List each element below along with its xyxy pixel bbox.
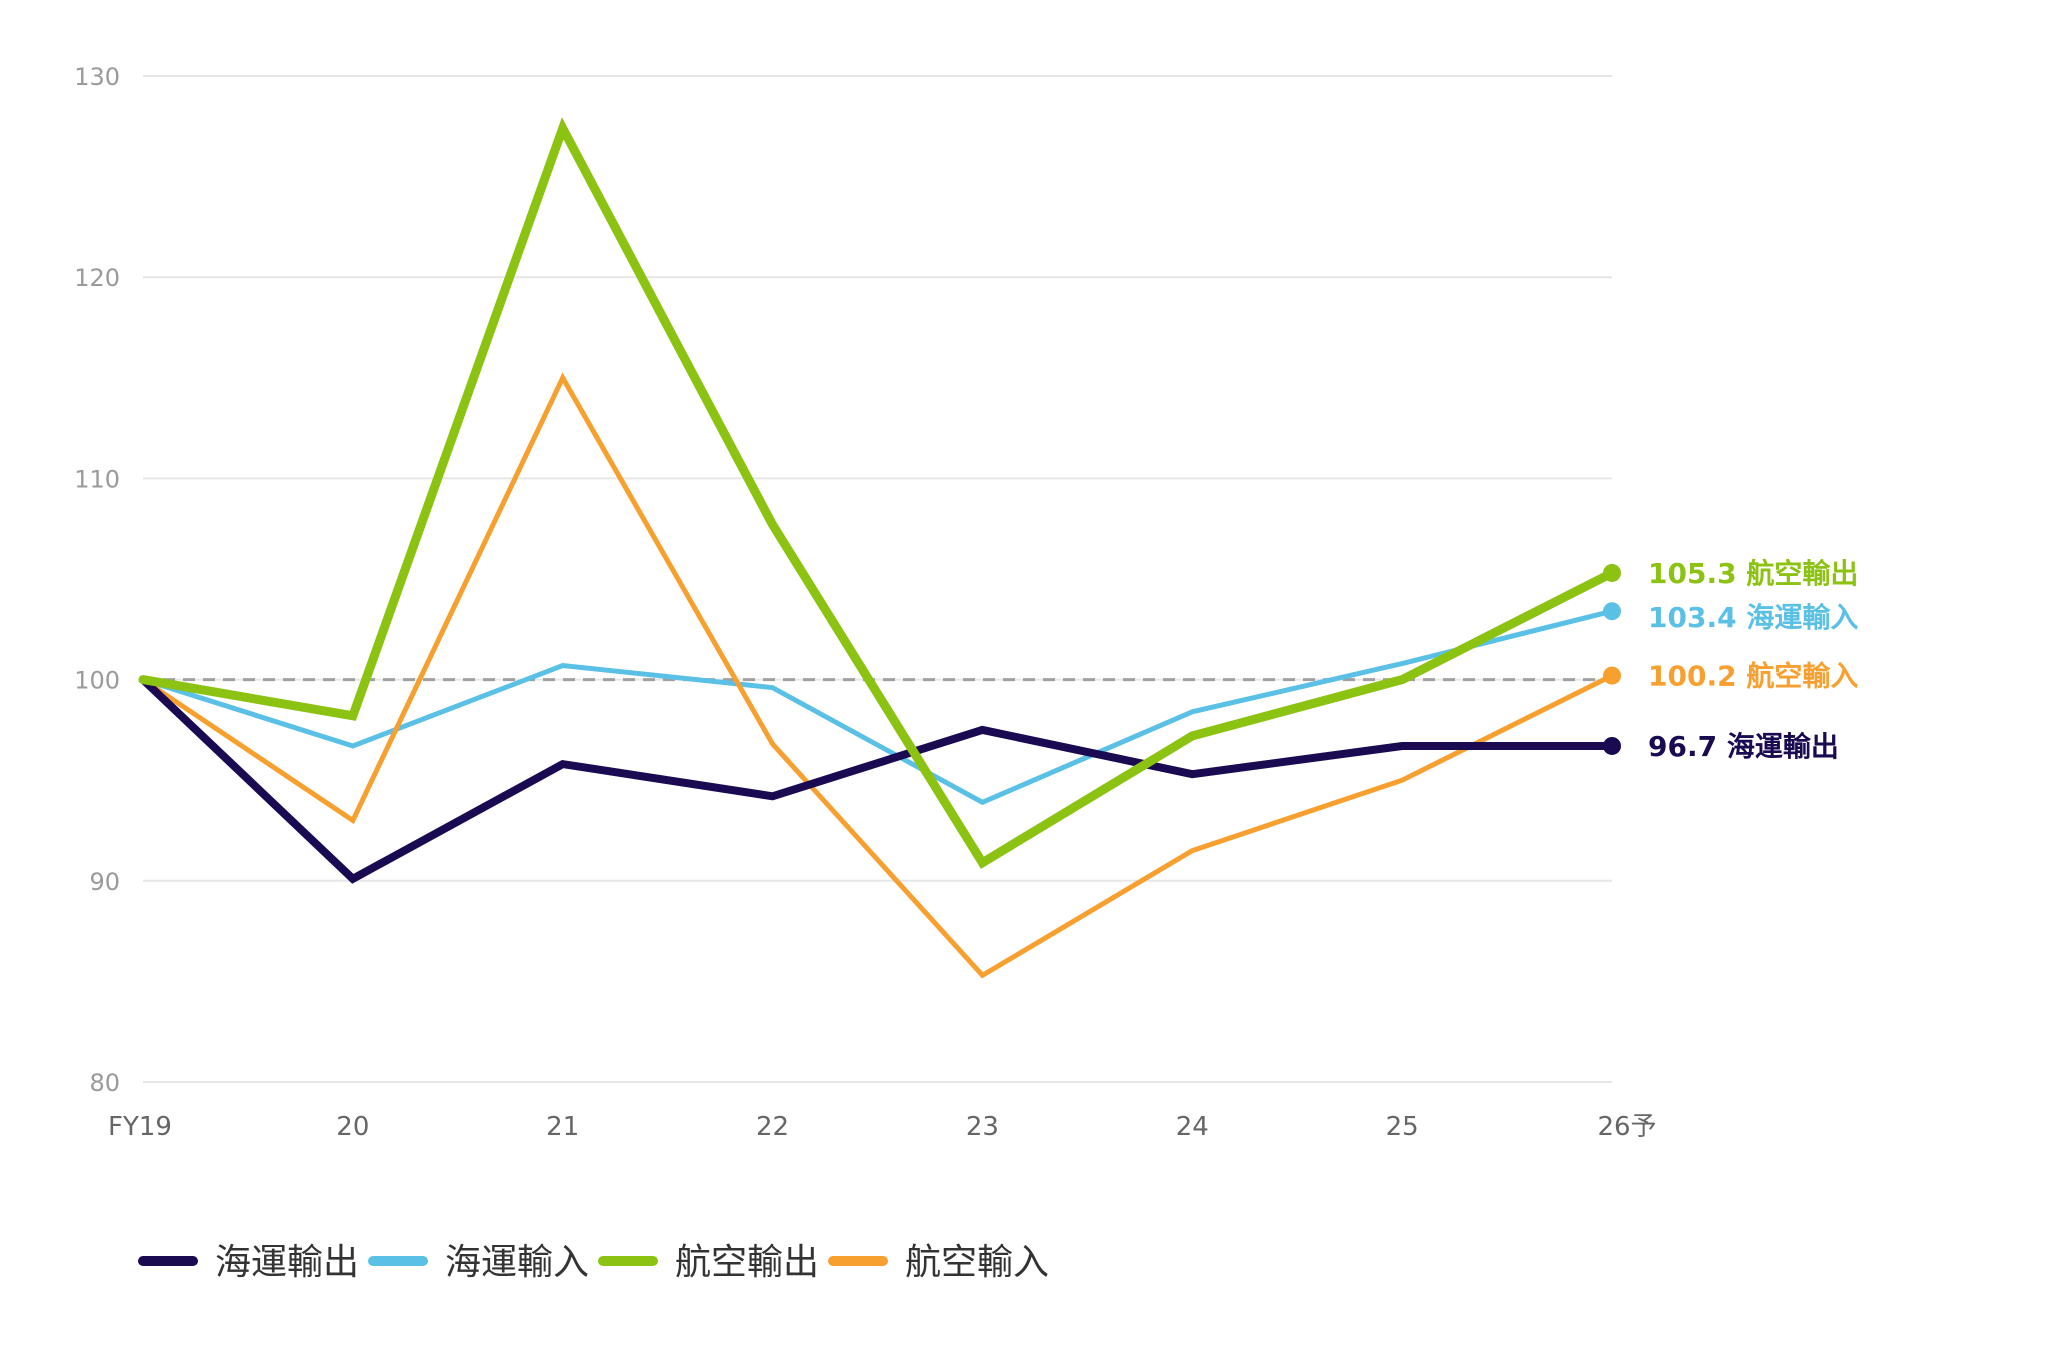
y-tick-label: 110 [74,465,120,493]
series-end-label: 100.2 航空輸入 [1648,660,1858,693]
series-line [140,608,1615,806]
series-line [139,675,1616,884]
series-end-label: 103.4 海運輸入 [1648,601,1858,634]
x-tick-label: 26予 [1597,1112,1656,1142]
legend-label: 航空輸出 [675,1242,819,1283]
legend: 海運輸出 海運輸入 航空輸出 航空輸入 [138,1242,1049,1283]
legend-label: 海運輸出 [215,1242,359,1283]
series-end-label: 105.3 航空輸出 [1648,557,1858,590]
series-line [138,117,1617,869]
x-axis-ticks: FY19 20 21 22 23 24 25 26予 [108,1112,1657,1142]
series-lines [138,117,1617,979]
y-tick-label: 130 [74,63,120,91]
series-end-marker [1603,666,1621,685]
x-tick-label: 25 [1386,1112,1419,1142]
x-tick-label: 20 [336,1112,369,1142]
y-tick-label: 120 [74,264,120,292]
y-tick-label: 100 [74,667,120,695]
x-tick-label: 22 [756,1112,789,1142]
series-end-marker [1603,736,1621,755]
legend-label: 航空輸入 [905,1242,1049,1283]
series-end-label: 96.7 海運輸出 [1648,730,1839,763]
x-tick-label: 21 [546,1112,579,1142]
series-end-marker [1603,602,1621,621]
gridlines [143,75,1612,1083]
x-tick-label: FY19 [108,1112,172,1142]
series-line [140,372,1615,979]
y-axis-ticks: 80 90 100 110 120 130 [74,63,120,1097]
series-end-marker [1603,563,1621,582]
end-labels: 105.3 航空輸出 103.4 海運輸入 100.2 航空輸入 96.7 海運輸出 [1603,557,1858,763]
legend-label: 海運輸入 [445,1242,589,1283]
y-tick-label: 90 [89,868,120,896]
x-tick-label: 23 [966,1112,999,1142]
y-tick-label: 80 [89,1069,120,1097]
x-tick-label: 24 [1176,1112,1209,1142]
